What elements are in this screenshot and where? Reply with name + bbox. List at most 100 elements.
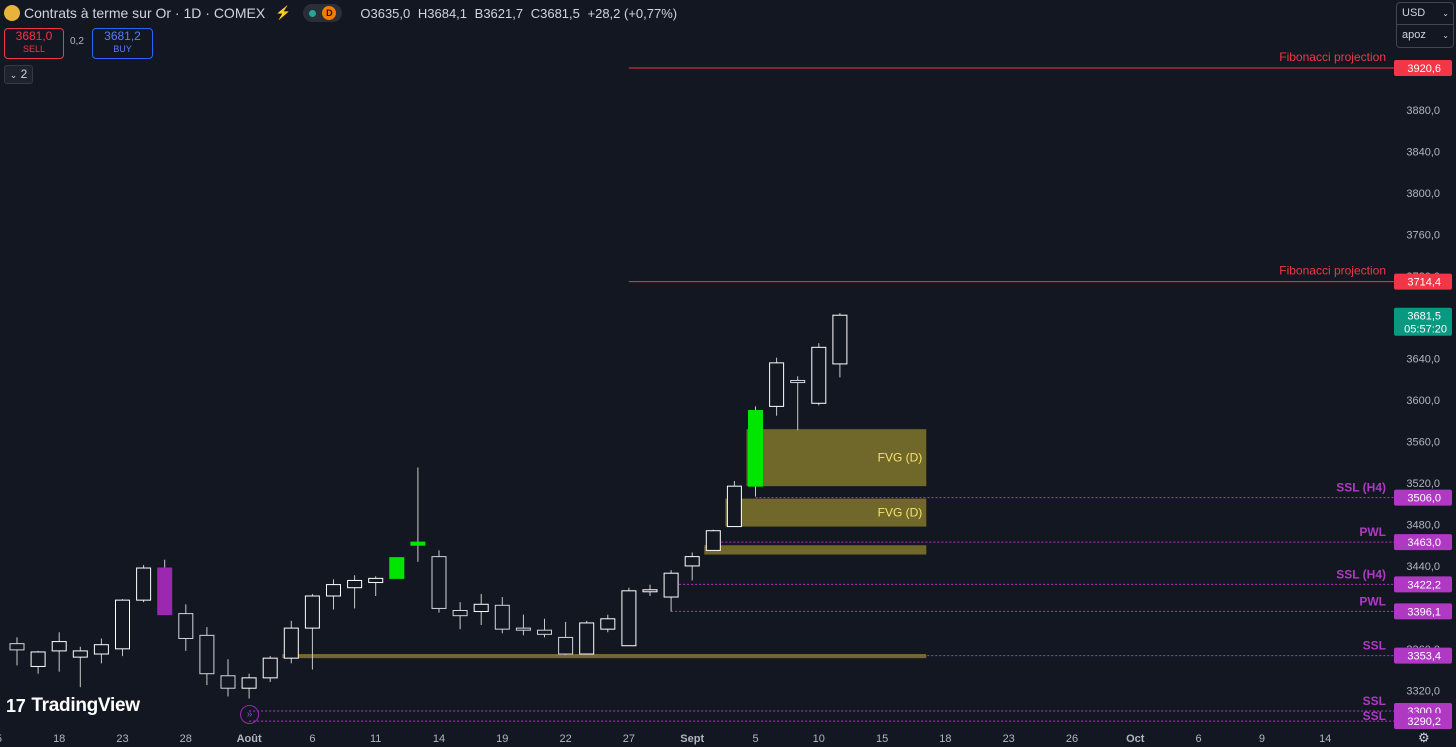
x-axis-tick: 15 [0, 733, 2, 745]
data-badge: D [322, 6, 337, 20]
fibonacci-label: Fibonacci projection [1279, 264, 1386, 278]
y-axis-tick: 3480,0 [1406, 520, 1440, 532]
candle-body [199, 634, 215, 675]
candle-body [600, 618, 616, 630]
chevron-down-icon: ⌄ [9, 70, 18, 80]
candle-body [241, 677, 257, 689]
candle-body [790, 379, 806, 384]
ohlc-open-value: 3635,0 [370, 5, 411, 21]
buy-label: BUY [113, 44, 132, 54]
liquidity-price-tag: 3506,0 [1407, 493, 1441, 505]
y-axis-tick: 3840,0 [1406, 147, 1440, 159]
settings-gear-icon[interactable]: ⚙ [1418, 730, 1430, 745]
liquidity-label: SSL [1363, 694, 1386, 708]
fib-price-tag: 3714,4 [1407, 277, 1441, 289]
x-axis-tick: 5 [752, 733, 758, 745]
market-open-dot-icon [309, 9, 317, 17]
x-axis-tick: 14 [1319, 733, 1331, 745]
market-status-pill[interactable]: D [303, 4, 343, 22]
candle-body [494, 604, 510, 630]
chevron-down-icon: ⌄ [1442, 31, 1449, 40]
sell-label: SELL [22, 44, 46, 54]
currency-value: USD [1402, 7, 1426, 19]
candle-body [431, 556, 447, 609]
candle-body [389, 557, 405, 579]
candle-body [537, 629, 552, 635]
tradingview-watermark[interactable]: 17 TradingView [6, 695, 140, 717]
chevron-down-icon: ⌄ [1442, 9, 1449, 18]
x-axis-tick: 10 [813, 733, 825, 745]
liquidity-price-tag-bg [1394, 534, 1452, 551]
candle-body [832, 314, 848, 365]
candle-body [51, 641, 67, 652]
candle-body [663, 572, 679, 598]
ohlc-high-key: H [417, 5, 428, 21]
ohlc-close-key: C [530, 5, 541, 21]
currency-dropdown[interactable]: USD ⌄ [1397, 3, 1453, 24]
candle-body [684, 556, 700, 567]
sell-button[interactable]: 3681,0 SELL [4, 28, 64, 59]
candle-body [220, 675, 236, 689]
candle-body [93, 644, 109, 655]
x-axis-tick: 9 [1259, 733, 1265, 745]
candle-body [558, 636, 574, 655]
ohlc-change: +28,2 (+0,77%) [587, 5, 678, 21]
fib-price-tag-bg [1394, 273, 1452, 290]
liquidity-label: SSL [1363, 709, 1386, 723]
candle-body [136, 567, 152, 601]
currency-unit-selector[interactable]: USD ⌄ apoz ⌄ [1396, 2, 1454, 48]
buy-button[interactable]: 3681,2 BUY [92, 28, 153, 59]
unit-value: apoz [1402, 29, 1426, 41]
liquidity-label: PWL [1359, 525, 1386, 539]
liquidity-label: SSL [1363, 639, 1386, 653]
candle-body [621, 590, 637, 647]
candle-body [178, 613, 194, 639]
fvg-zone [704, 545, 927, 555]
spread-value: 0,2 [70, 36, 84, 47]
candle-body [515, 627, 531, 631]
ohlc-open-key: O [360, 5, 371, 21]
candle-body [473, 603, 489, 613]
candle-body [9, 643, 25, 651]
ohlc-high-value: 3684,1 [427, 5, 468, 21]
gold-symbol-icon [4, 5, 20, 21]
y-axis-tick: 3760,0 [1406, 229, 1440, 241]
go-to-realtime-icon[interactable]: » [240, 705, 259, 724]
fvg-zone [725, 498, 927, 527]
liquidity-label: SSL (H4) [1336, 567, 1386, 581]
liquidity-price-tag: 3353,4 [1407, 651, 1441, 663]
x-axis-tick: Oct [1126, 733, 1145, 745]
unit-dropdown[interactable]: apoz ⌄ [1397, 24, 1453, 46]
candle-body [726, 485, 742, 528]
x-axis-tick: 18 [53, 733, 65, 745]
bar-countdown: 05:57:20 [1404, 324, 1447, 336]
candle-body [72, 650, 88, 658]
x-axis-tick: 15 [876, 733, 888, 745]
candle-body [304, 595, 320, 629]
candle-body [705, 530, 721, 551]
candle-body [452, 609, 468, 617]
x-axis-tick: 26 [1066, 733, 1078, 745]
liquidity-price-tag-bg [1394, 603, 1452, 620]
candle-body [410, 541, 426, 546]
candle-body [769, 362, 785, 407]
ohlc-low-value: 3621,7 [483, 5, 524, 21]
candle-body [157, 567, 173, 616]
indicators-collapse-button[interactable]: ⌄ 2 [4, 65, 33, 84]
x-axis-tick: 6 [1196, 733, 1202, 745]
liquidity-price-tag: 3290,2 [1407, 716, 1441, 728]
x-axis-tick: 11 [370, 733, 381, 745]
candle-body [368, 577, 384, 584]
x-axis-tick: 6 [309, 733, 315, 745]
liquidity-price-tag-bg [1394, 489, 1452, 506]
y-axis-tick: 3520,0 [1406, 478, 1440, 490]
candle-body [811, 346, 827, 404]
liquidity-price-tag-bg [1394, 576, 1452, 593]
lightning-icon: ⚡ [275, 5, 292, 20]
liquidity-price-tag: 3396,1 [1407, 606, 1441, 618]
last-price-tag: 3681,5 [1407, 311, 1441, 323]
x-axis-tick: 14 [433, 733, 445, 745]
symbol-title[interactable]: Contrats à terme sur Or · 1D · COMEX [24, 5, 266, 21]
x-axis-tick: 27 [623, 733, 635, 745]
